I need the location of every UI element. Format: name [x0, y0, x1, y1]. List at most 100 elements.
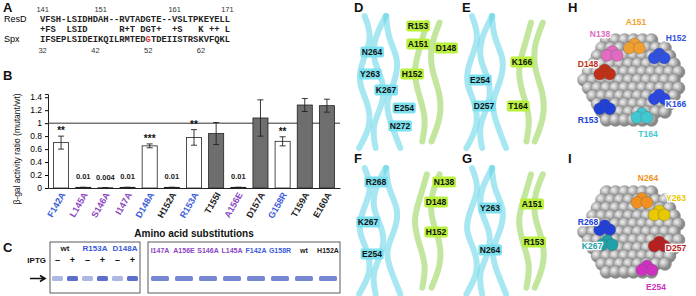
residue-box	[520, 198, 544, 209]
error-cap	[257, 136, 263, 137]
x-tick-label: A156E	[222, 191, 244, 220]
error-bar	[280, 137, 286, 146]
bar	[76, 187, 91, 188]
residue-box	[374, 84, 398, 95]
panel-label: D	[354, 0, 363, 15]
bar	[231, 187, 246, 188]
residue-label: D257	[472, 100, 496, 111]
residue-box	[388, 120, 412, 131]
error-cap	[125, 187, 131, 188]
y-tick-label: 0.4	[30, 157, 42, 167]
x-axis-line	[49, 188, 341, 189]
atom	[659, 258, 672, 271]
gel-band	[175, 276, 193, 281]
error-cap	[213, 144, 219, 145]
residue-label: A151	[520, 198, 544, 209]
residue-text: Y263	[480, 203, 500, 213]
y-tick: 1.2	[30, 105, 48, 115]
sequence: +FS LSID R+T DGT+ +S K ++ L	[40, 25, 230, 35]
residue-label: N264	[360, 46, 384, 57]
gel: wtR153AD148AIPTG–+–+–+I147AA156ES146AL14…	[27, 242, 340, 293]
lane-label: L145A	[221, 247, 242, 254]
y-tick-mark	[45, 110, 48, 111]
residue-box	[510, 56, 534, 67]
residue-text: D148	[426, 197, 447, 207]
surface	[578, 34, 686, 127]
panel-label: H	[568, 0, 577, 15]
residue-box	[406, 38, 430, 49]
y-tick: 0.8	[30, 131, 48, 141]
gel-band	[82, 276, 93, 281]
residue-box	[424, 196, 448, 207]
bar	[120, 187, 135, 188]
residue-label: R153	[406, 20, 430, 31]
panel-label: I	[568, 151, 572, 166]
panel-label: B	[3, 68, 12, 83]
residue-box	[359, 68, 382, 79]
x-axis: F142AL145AS146AI147AD148AH152AR153AT155I…	[45, 189, 340, 221]
bar	[142, 146, 157, 188]
residue-box	[478, 244, 502, 255]
surface-label: D257	[666, 243, 687, 253]
error-cap	[169, 187, 175, 188]
iptg-sign: –	[55, 255, 60, 265]
y-tick: 0.2	[30, 170, 48, 180]
alignment: ResDVFSH-LSIDHDAH--RVTADGTE--VSLTPKEYELL…	[4, 5, 234, 55]
residue-label: K267	[374, 84, 398, 95]
gel-band	[223, 276, 241, 281]
error-cap	[102, 187, 108, 188]
tspan-part: IFSEPLSIDEIKQILRMTED	[40, 35, 146, 45]
surface-label: K267	[582, 241, 603, 251]
gel-band	[319, 276, 337, 281]
lane-label: F142A	[245, 247, 266, 254]
error-bar	[58, 136, 64, 149]
ribbon	[386, 168, 400, 294]
residue-label: H152	[400, 68, 424, 79]
x-tick: L145A	[68, 190, 90, 219]
error-cap	[147, 147, 153, 148]
bar	[319, 106, 334, 188]
residue-label: N264	[478, 244, 502, 255]
significance: ***	[144, 133, 156, 144]
atom-patch	[658, 52, 670, 64]
data-label: 0.01	[120, 172, 135, 181]
residue-number: 32	[38, 46, 46, 55]
gel-band	[295, 276, 313, 281]
x-tick: T159A	[289, 190, 311, 219]
error-cap	[235, 187, 241, 188]
significance: **	[279, 126, 287, 137]
gel-box	[50, 242, 140, 293]
tspan-part: TDEIISTRSKVFQKL	[151, 35, 230, 45]
y-tick-mark	[45, 188, 48, 189]
y-tick-mark	[45, 123, 48, 124]
bar	[186, 137, 201, 188]
residue-label: E254	[361, 248, 384, 259]
y-tick-mark	[45, 136, 48, 137]
iptg-label: IPTG	[27, 256, 46, 265]
bars	[54, 99, 335, 188]
x-tick-label: F142A	[45, 190, 67, 219]
x-axis-title: Amino acid substitutions	[134, 228, 254, 239]
y-axis-title: β-gal activity ratio (mutant/wt)	[12, 93, 22, 204]
surface-label: H152	[666, 33, 687, 43]
sequence-name: Spx	[4, 34, 20, 44]
y-tick-mark	[45, 149, 48, 150]
residue-label: H152	[424, 226, 448, 237]
x-tick-label: D148A	[133, 190, 156, 220]
surface-label: K166	[666, 99, 687, 109]
residue-text: N138	[434, 177, 455, 187]
x-tick-label: G158R	[266, 190, 289, 220]
x-tick: F142A	[45, 190, 67, 219]
x-tick: S146A	[89, 190, 112, 219]
residue-box	[424, 226, 448, 237]
y-tick: 1	[37, 118, 48, 128]
residue-box	[432, 176, 456, 187]
gel-band	[151, 276, 169, 281]
residue-text: H152	[402, 69, 423, 79]
panel-label: A	[3, 0, 13, 15]
x-tick-label: H152A	[156, 190, 179, 220]
lane-label: H152A	[317, 247, 339, 254]
data-label: 0.01	[165, 172, 180, 181]
residue-number: 171	[221, 5, 234, 14]
figure: ABCDEFGHIResDVFSH-LSIDHDAH--RVTADGTE--VS…	[0, 0, 696, 296]
